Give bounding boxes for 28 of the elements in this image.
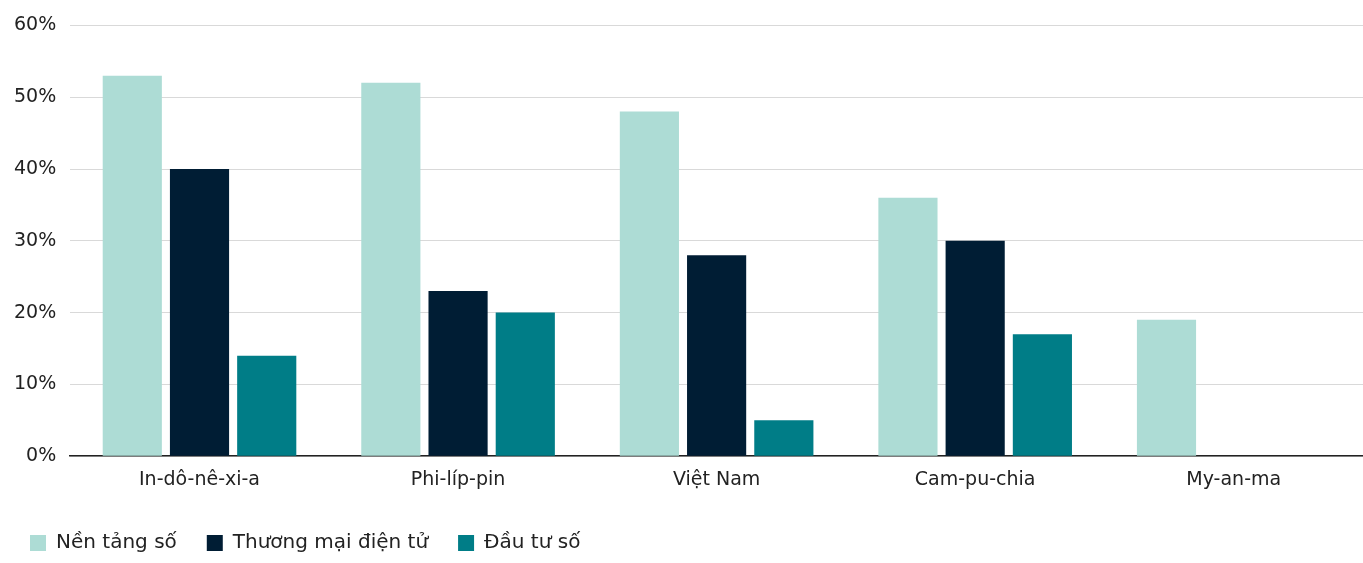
y-tick-label: 60% [14,12,57,35]
legend-label: Đầu tư số [484,529,582,554]
x-tick-label: Phi-líp-pin [410,466,506,489]
y-tick-label: 40% [14,155,57,178]
legend-label: Thương mại điện tử [231,529,430,554]
legend-label: Nền tảng số [56,529,178,554]
bar [878,197,938,456]
bar [102,75,162,456]
y-tick-label: 20% [14,299,57,322]
x-tick-label: My-an-ma [1186,466,1282,489]
bar [428,291,488,456]
bar [237,355,297,456]
bar [687,255,747,456]
bar [619,111,679,456]
bar [1136,319,1197,456]
bar [361,82,421,456]
y-tick-label: 50% [14,84,57,107]
x-tick-label: In-dô-nê-xi-a [139,466,261,489]
y-tick-label: 10% [14,371,57,394]
bar [754,420,814,456]
y-tick-label: 0% [26,443,57,466]
bar [495,312,555,456]
bar [945,240,1005,456]
bar [1012,334,1072,456]
y-tick-label: 30% [14,227,57,250]
x-tick-label: Việt Nam [672,466,761,489]
x-tick-label: Cam-pu-chia [914,466,1036,489]
bar [169,169,230,456]
